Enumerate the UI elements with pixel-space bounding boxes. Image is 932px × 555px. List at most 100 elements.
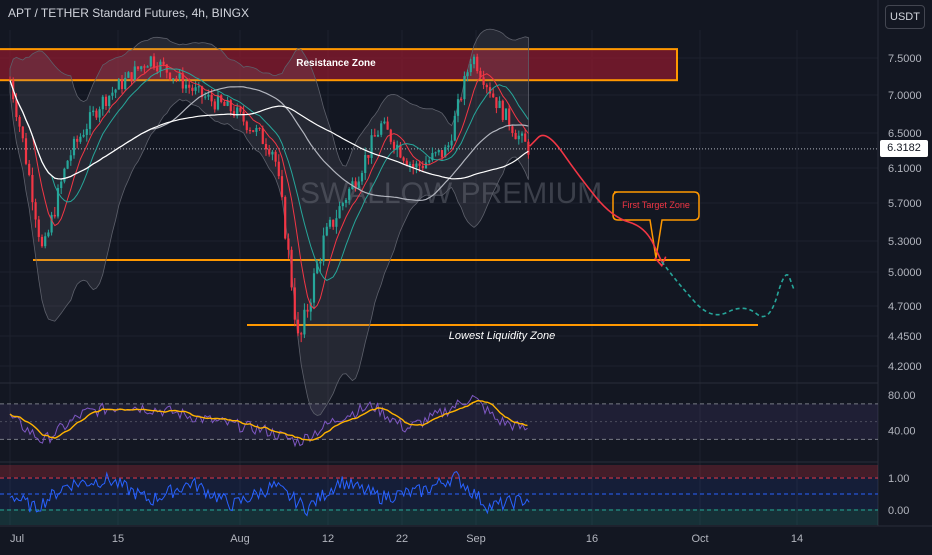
candle-body [277,161,280,177]
candle-body [405,160,408,166]
candle [18,115,21,132]
candle-body [325,226,328,236]
candle-body [319,261,322,264]
candle [264,138,268,156]
candle-body [370,135,373,158]
candle [66,160,69,170]
candle-body [127,72,130,78]
candle-body [220,95,223,102]
candle [114,88,117,99]
candle [40,234,44,248]
zones [0,48,878,326]
candle [306,303,309,318]
moving-averages [9,64,530,517]
candle [498,96,501,109]
candle [392,139,396,154]
y-tick-label: 7.0000 [888,90,922,102]
candle [274,149,277,167]
candle [72,136,76,159]
candle-body [60,181,63,189]
candle-body [332,219,335,227]
candle-body [514,132,517,140]
candle-body [472,56,476,65]
candle-body [424,162,428,169]
lowest-liquidity-zone-label: Lowest Liquidity Zone [449,330,555,342]
candle-body [322,235,325,262]
candle [517,130,520,145]
candle [146,65,149,68]
candle [172,78,175,84]
candle [434,151,437,157]
candle [428,156,431,165]
watermark: SWALLOW PREMIUM [300,177,602,210]
candle-body [376,134,380,137]
candle [488,82,492,98]
candle [376,130,380,138]
candle-body [95,110,98,118]
candle-body [88,112,92,129]
candle-body [258,127,261,129]
candle-body [341,202,344,207]
currency-button[interactable]: USDT [885,5,925,29]
x-axis[interactable]: Jul 15 Aug 12 22 Sep 16 Oct 14 [10,533,803,545]
candle [466,69,469,82]
candle-body [175,78,178,80]
candle [476,53,479,74]
candle-body [316,263,319,274]
candle-body [204,96,207,98]
resistance-zone-label: Resistance Zone [296,58,376,69]
candle [389,128,392,145]
projection-down-leg [529,134,663,263]
x-tick-label: 15 [112,533,124,545]
candle [156,62,159,75]
osc-bottom-fill [0,509,878,525]
candle-body [360,173,364,182]
candle [92,106,95,116]
candle [402,156,405,164]
candle-body [450,140,453,146]
candle [191,84,194,96]
candle-body [527,141,530,155]
candle [63,167,66,184]
candle [344,198,348,208]
candle [140,65,143,72]
candle-body [284,197,287,239]
candle-body [280,176,284,198]
candle-body [498,100,501,109]
candle-body [338,206,341,219]
candle-body [69,155,72,161]
candle-body [223,101,226,106]
candle [309,298,312,321]
candle [415,160,418,174]
candle-body [181,73,184,89]
candle-body [476,56,479,72]
candle-body [255,127,258,132]
candle-body [460,99,463,101]
candle-body [239,107,242,112]
y-tick-label: 4.7000 [888,301,922,313]
candle [127,71,130,79]
candle [76,135,79,149]
candle [296,312,300,337]
candle-body [421,165,424,169]
candle-body [130,72,133,82]
candle [444,144,447,158]
candle-body [344,199,348,203]
candle-body [184,84,188,89]
candle-body [210,94,213,102]
rsi-ma-line [9,399,528,441]
candle [130,72,133,86]
candle-body [108,95,111,107]
candle-body [380,123,383,135]
candle [50,211,53,236]
y-axis[interactable]: 7.5000 7.0000 6.5000 6.1000 5.7000 5.3000 5.00… [888,53,922,517]
candle-body [268,149,271,155]
candle-body [408,164,412,166]
candle [341,201,344,211]
bollinger-band-fill [9,28,529,416]
candle [178,69,181,82]
candle-body [143,66,146,68]
candle-body [274,151,277,162]
